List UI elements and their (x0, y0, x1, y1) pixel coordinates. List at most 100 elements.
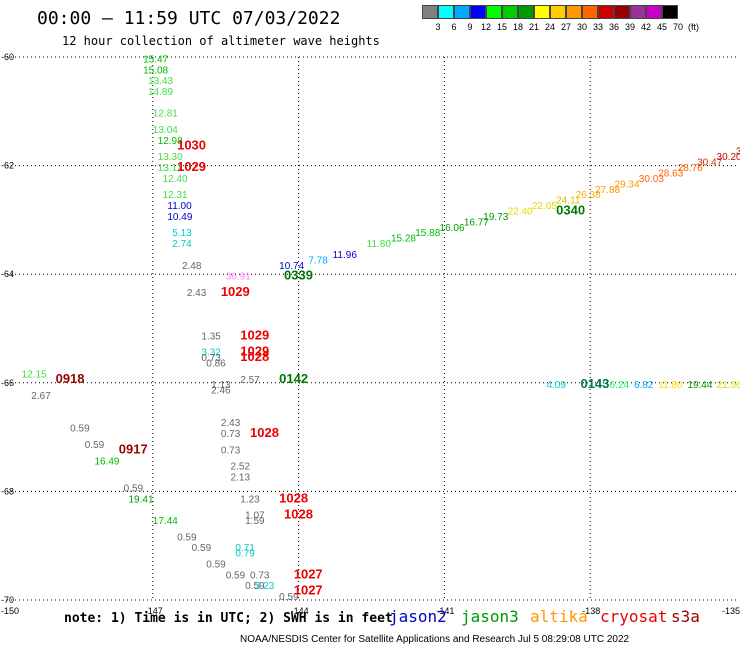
swh-value-label: 15.08 (143, 65, 168, 76)
legend-label: 15 (496, 22, 507, 32)
x-tick-label: -135 (722, 606, 740, 616)
swh-value-label: 7.78 (308, 255, 328, 266)
pass-time-label: 1029 (221, 284, 250, 299)
satellite-name: jason2 (389, 607, 447, 626)
swh-value-label: 30.03 (639, 174, 664, 185)
swh-value-label: 36.91 (226, 272, 251, 283)
swh-value-label: 11.80 (367, 239, 392, 250)
legend-swatch (598, 5, 614, 19)
swh-value-label: 2.52 (231, 462, 251, 473)
swh-value-label: 17.44 (153, 516, 178, 527)
swh-value-label: 0.73 (201, 353, 221, 364)
color-legend-labels: 3 6 9 12 15 18 21 24 27 30 33 36 39 42 45 70 (ft) (422, 22, 699, 32)
swh-value-label: 11.00 (167, 201, 192, 212)
legend-swatch (470, 5, 486, 19)
swh-value-label: 16.06 (440, 223, 465, 234)
legend-label: 6 (451, 22, 457, 32)
swh-value-label: 11.80 (658, 380, 683, 391)
y-tick-label: -60 (1, 52, 14, 62)
swh-value-label: 3.23 (255, 581, 275, 592)
swh-value-label: 15.47 (143, 54, 168, 65)
legend-label: 27 (560, 22, 571, 32)
swh-value-label: 0.73 (221, 445, 241, 456)
legend-label: 70 (672, 22, 683, 32)
legend-swatch (646, 5, 662, 19)
swh-value-label: 0.59 (192, 543, 212, 554)
legend-label: 39 (624, 22, 635, 32)
legend-label: 30 (576, 22, 587, 32)
swh-value-label: 12.81 (153, 109, 178, 120)
swh-value-label: 2.43 (221, 418, 241, 429)
legend-swatch (566, 5, 582, 19)
y-tick-label: -68 (1, 486, 14, 496)
swh-value-label: 0.73 (250, 570, 270, 581)
pass-time-label: 1027 (294, 566, 323, 581)
satellite-name: cryosat (600, 607, 668, 626)
y-tick-label: -70 (1, 595, 14, 605)
swh-value-label: 13.43 (148, 76, 173, 87)
swh-value-label: 11.96 (333, 250, 358, 261)
swh-value-label: 0.59 (279, 592, 299, 603)
swh-value-label: 12.31 (163, 190, 188, 201)
swh-value-label: 29.34 (615, 179, 640, 190)
legend-swatch (582, 5, 598, 19)
legend-swatch (534, 5, 550, 19)
swh-value-label: 21.56 (717, 380, 740, 391)
swh-value-label: 22.05 (532, 201, 557, 212)
swh-value-label: 15.28 (391, 234, 416, 245)
x-tick-label: -141 (436, 606, 454, 616)
swh-value-label: 2.48 (182, 261, 202, 272)
swh-value-label: 13.04 (153, 125, 178, 136)
y-tick-label: -64 (1, 269, 14, 279)
legend-swatch (662, 5, 678, 19)
satellite-name: jason3 (461, 607, 519, 626)
swh-value-label: 2.46 (211, 386, 231, 397)
swh-value-label: 5.13 (172, 228, 192, 239)
pass-time-label: 1028 (250, 425, 279, 440)
swh-value-label: 0.59 (85, 440, 105, 451)
swh-value-label: 30.20 (717, 152, 740, 163)
swh-value-label: 30.10 (736, 147, 740, 158)
legend-swatch (630, 5, 646, 19)
swh-value-label: 2.74 (172, 239, 192, 250)
legend-label: 42 (640, 22, 651, 32)
legend-swatch (502, 5, 518, 19)
swh-value-label: 12.40 (163, 174, 188, 185)
legend-label: 45 (656, 22, 667, 32)
swh-value-label: 28.76 (678, 163, 703, 174)
legend-label: 9 (467, 22, 473, 32)
legend-label: 36 (608, 22, 619, 32)
swh-value-label: 0.59 (226, 570, 246, 581)
legend-label: 18 (512, 22, 523, 32)
swh-value-label: 19.44 (687, 380, 712, 391)
legend-swatch (454, 5, 470, 19)
y-tick-label: -66 (1, 378, 14, 388)
pass-time-label: 1027 (294, 583, 323, 598)
pass-time-label: 0917 (119, 441, 148, 456)
pass-time-label: 0340 (556, 202, 585, 217)
pass-time-label: 0143 (580, 376, 609, 391)
swh-value-label: 0.59 (70, 424, 90, 435)
swh-value-label: 0.73 (221, 429, 241, 440)
swh-value-label: 28.63 (658, 168, 683, 179)
pass-time-label: 1029 (240, 344, 269, 359)
swh-value-label: 1.07 (245, 511, 265, 522)
swh-value-label: 0.71 (235, 543, 255, 554)
satellite-name: s3a (671, 607, 700, 626)
swh-value-label: 2.67 (31, 391, 51, 402)
swh-value-label: 0.59 (124, 483, 144, 494)
pass-time-label: 1030 (177, 137, 206, 152)
page-title: 00:00 – 11:59 UTC 07/03/2022 (37, 8, 341, 29)
pass-time-label: 1028 (284, 507, 313, 522)
pass-time-label: 1028 (279, 490, 308, 505)
credit-footer: NOAA/NESDIS Center for Satellite Applica… (240, 634, 630, 645)
pass-time-label: 1028 (240, 349, 269, 364)
swh-value-label: 19.41 (129, 494, 154, 505)
x-tick-label: -150 (1, 606, 19, 616)
units-note: note: 1) Time is in UTC; 2) SWH is in fe… (64, 611, 393, 626)
y-tick-label: -62 (1, 161, 14, 171)
legend-label: 21 (528, 22, 539, 32)
pass-time-label: 0918 (56, 371, 85, 386)
legend-label: 3 (435, 22, 441, 32)
